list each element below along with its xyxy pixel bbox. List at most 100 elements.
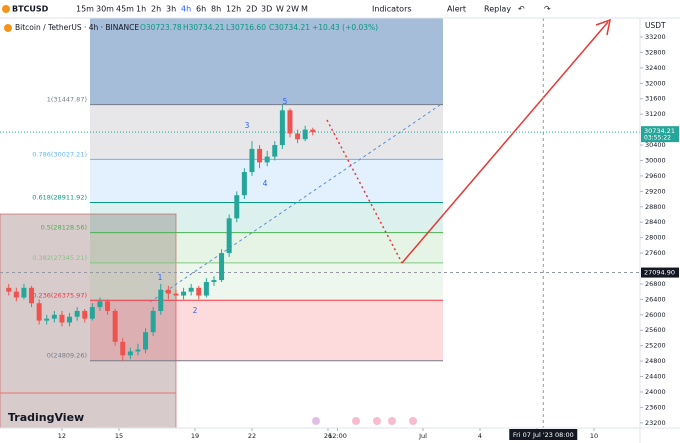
interval-button[interactable]: M — [301, 5, 308, 14]
candle-body — [74, 310, 80, 317]
indicators-button[interactable]: Indicators — [372, 5, 412, 14]
interval-button[interactable]: 12h — [226, 5, 241, 14]
y-tick-label: 28800 — [645, 203, 666, 211]
candle-body — [302, 129, 308, 140]
candle-body — [135, 349, 141, 352]
candle-body — [150, 310, 156, 333]
crosshair-price-tag — [641, 267, 679, 278]
toolbar — [0, 0, 680, 18]
wave-label: 2 — [193, 306, 198, 315]
fib-band — [90, 300, 443, 361]
x-tick-label: 4 — [478, 432, 482, 440]
event-icon[interactable] — [373, 417, 381, 425]
y-tick-label: 32400 — [645, 64, 666, 72]
event-icon[interactable] — [409, 417, 417, 425]
redo-button[interactable]: ↷ — [544, 5, 551, 14]
x-tick-label: 22 — [248, 432, 256, 440]
candle-body — [21, 287, 27, 298]
fib-label: 0.236(26375.97) — [32, 291, 87, 299]
interval-button[interactable]: 1h — [136, 5, 146, 14]
candle-body — [127, 351, 133, 356]
candle-body — [89, 307, 95, 319]
wave-label: 5 — [283, 97, 288, 106]
interval-button[interactable]: 2D — [246, 5, 257, 14]
y-tick-label: 31600 — [645, 95, 666, 103]
projection-dotted — [326, 119, 403, 264]
axes: 23200 23600 24000 24400 24800 25200 25600 26000… — [58, 33, 679, 440]
interval-button[interactable]: 3D — [261, 5, 272, 14]
replay-button[interactable]: Replay — [484, 5, 511, 14]
candle-body — [295, 133, 301, 140]
countdown-label: 03:55:22 — [644, 135, 671, 142]
candle-body — [272, 145, 278, 157]
legend-open: O30723.78 — [140, 23, 182, 32]
fib-band — [90, 159, 443, 203]
fib-label: 1(31447.87) — [47, 96, 87, 104]
fib-band — [90, 262, 443, 301]
candle-body — [143, 332, 149, 350]
fib-band — [90, 202, 443, 233]
y-tick-label: 31200 — [645, 110, 666, 118]
y-tick-label: 25200 — [645, 342, 666, 350]
event-icon[interactable] — [312, 417, 320, 425]
legend-close: C30734.21 — [269, 23, 310, 32]
symbol[interactable]: BTCUSD — [12, 5, 49, 14]
interval-button[interactable]: 8h — [211, 5, 221, 14]
interval-button[interactable]: 6h — [196, 5, 206, 14]
y-tick-label: 26400 — [645, 295, 666, 303]
interval-button[interactable]: 2h — [151, 5, 161, 14]
candle-body — [241, 172, 247, 196]
x-tick-label: 10 — [590, 432, 598, 440]
candle-body — [234, 195, 240, 219]
last-price-label: 30734.21 — [644, 127, 675, 135]
last-price-tag — [641, 126, 679, 143]
projection-arrow — [401, 21, 609, 264]
interval-button[interactable]: 30m — [96, 5, 114, 14]
fib-band — [90, 232, 443, 263]
candle-body — [264, 156, 270, 163]
y-tick-label: 24800 — [645, 357, 666, 365]
interval-button[interactable]: 4h — [181, 5, 191, 14]
y-tick-label: 33200 — [645, 33, 666, 41]
candle-body — [173, 293, 179, 296]
interval-button[interactable]: 3h — [166, 5, 176, 14]
candle-body — [82, 310, 88, 319]
event-icon[interactable] — [388, 417, 396, 425]
symbol-icon — [2, 5, 10, 13]
candle-body — [181, 291, 187, 296]
event-icon[interactable] — [352, 417, 360, 425]
candle-body — [203, 282, 209, 296]
candle-body — [196, 287, 202, 296]
candle-body — [219, 253, 225, 281]
interval-button[interactable]: 2W — [286, 5, 299, 14]
undo-button[interactable]: ↶ — [517, 5, 525, 14]
candle-body — [97, 301, 103, 308]
candle-body — [287, 110, 293, 134]
interval-button[interactable]: W — [276, 5, 284, 14]
candle-body — [120, 341, 126, 356]
candle-body — [310, 129, 316, 133]
candle-body — [257, 148, 263, 163]
y-tick-label: 32000 — [645, 79, 666, 87]
candle-body — [59, 314, 65, 323]
candle-body — [279, 110, 285, 146]
x-tick-label: Jul — [418, 432, 427, 440]
y-tick-label: 29200 — [645, 187, 666, 195]
interval-button[interactable]: 15m — [76, 5, 94, 14]
candle-body — [13, 291, 19, 298]
x-tick-label: 12:00 — [328, 432, 347, 440]
alert-button[interactable]: Alert — [447, 5, 466, 14]
logo: TradingView — [8, 411, 84, 424]
fib-label: 0.382(27345.21) — [32, 254, 87, 262]
y-tick-label: 32800 — [645, 48, 666, 56]
wave-label: 1 — [158, 273, 163, 282]
legend-icon — [4, 24, 12, 32]
y-tick-label: 26000 — [645, 311, 666, 319]
y-tick-label: 30000 — [645, 156, 666, 164]
y-tick-label: 28400 — [645, 218, 666, 226]
interval-button[interactable]: 45m — [116, 5, 134, 14]
candle-body — [44, 318, 50, 321]
candle-body — [112, 310, 118, 342]
